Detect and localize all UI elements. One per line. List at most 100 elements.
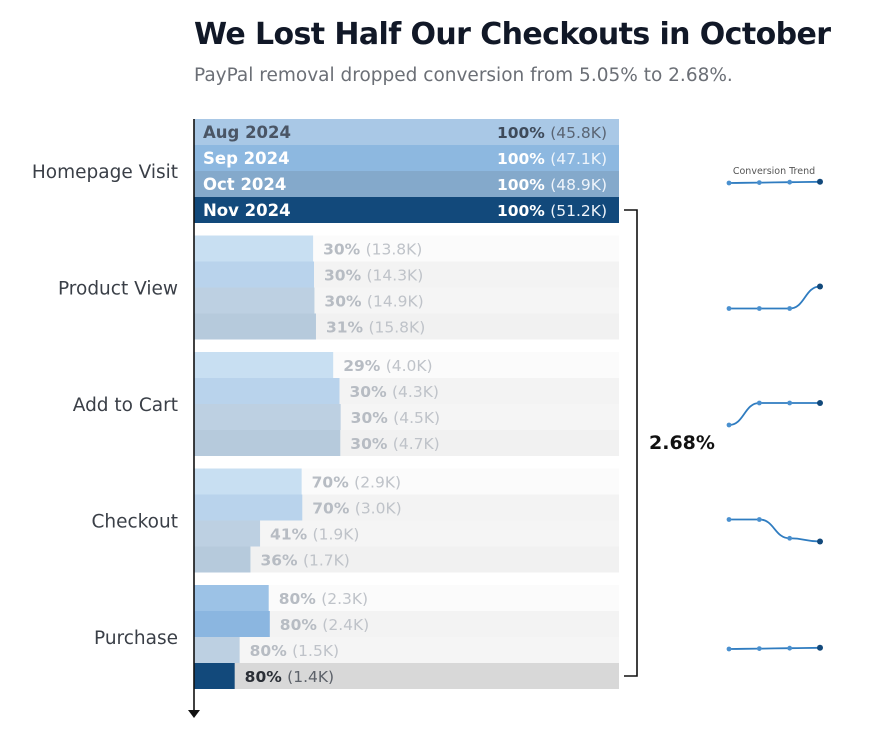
data-label-count: (4.3K) bbox=[392, 383, 439, 401]
axis-arrow bbox=[188, 710, 200, 718]
data-label-count: (1.4K) bbox=[287, 668, 334, 686]
data-label-pct: 80% bbox=[279, 590, 322, 608]
funnel-bar bbox=[194, 520, 261, 547]
data-label-pct: 30% bbox=[350, 383, 393, 401]
row-background bbox=[194, 637, 619, 663]
data-label-pct: 41% bbox=[270, 526, 313, 544]
stage-label: Checkout bbox=[91, 512, 178, 533]
stage-label: Product View bbox=[58, 279, 178, 300]
data-label-count: (48.9K) bbox=[550, 176, 607, 194]
data-label: 30% (4.7K) bbox=[350, 435, 439, 453]
sparkline-point bbox=[756, 306, 762, 311]
sparkline-purchase bbox=[728, 646, 821, 650]
data-label: 30% (14.3K) bbox=[324, 267, 423, 285]
stage-label: Add to Cart bbox=[73, 395, 178, 416]
sparkline-checkout bbox=[729, 518, 821, 543]
data-label-count: (1.5K) bbox=[292, 642, 339, 660]
funnel-bar bbox=[194, 352, 334, 378]
data-label-pct: 36% bbox=[260, 552, 303, 570]
sparkline-point bbox=[726, 646, 732, 652]
data-label-pct: 80% bbox=[280, 616, 323, 634]
data-label-pct: 30% bbox=[351, 409, 394, 427]
overall-conversion-label: 2.68% bbox=[649, 432, 715, 454]
data-label-pct: 80% bbox=[250, 642, 293, 660]
data-label-count: (1.9K) bbox=[313, 526, 360, 544]
data-label: 30% (14.9K) bbox=[324, 293, 423, 311]
data-label-count: (15.8K) bbox=[368, 319, 425, 337]
sparkline-point bbox=[817, 283, 823, 290]
sparkline-point bbox=[787, 306, 793, 311]
data-label-pct: 30% bbox=[324, 293, 367, 311]
data-label-count: (3.0K) bbox=[355, 500, 402, 518]
data-label-count: (1.7K) bbox=[303, 552, 350, 570]
funnel-bar bbox=[194, 611, 270, 637]
data-label-pct: 70% bbox=[312, 474, 355, 492]
sparkline-product-view bbox=[729, 285, 821, 310]
sparkline-point bbox=[756, 646, 762, 651]
sparkline-point bbox=[787, 400, 793, 406]
data-label: 29% (4.0K) bbox=[343, 357, 432, 375]
month-label: Nov 2024 bbox=[203, 201, 291, 220]
chart-subtitle: PayPal removal dropped conversion from 5… bbox=[194, 65, 733, 86]
sparkline-point bbox=[817, 538, 823, 545]
funnel-bar bbox=[194, 235, 314, 262]
funnel-bar bbox=[194, 637, 240, 663]
data-label-count: (2.9K) bbox=[354, 474, 401, 492]
sparkline-point bbox=[787, 179, 793, 185]
sparkline-point bbox=[726, 517, 732, 522]
data-label-count: (51.2K) bbox=[550, 202, 607, 220]
data-label-pct: 100% bbox=[497, 176, 550, 194]
sparkline-point bbox=[756, 400, 762, 406]
data-label-count: (14.9K) bbox=[367, 293, 424, 311]
data-label: 30% (13.8K) bbox=[323, 241, 422, 259]
sparkline-point bbox=[726, 306, 732, 311]
funnel-bar bbox=[194, 663, 235, 689]
data-label-count: (14.3K) bbox=[367, 267, 424, 285]
data-label: 30% (4.5K) bbox=[351, 409, 440, 427]
stage-label: Homepage Visit bbox=[32, 162, 178, 183]
sparkline-homepage-visit bbox=[728, 180, 821, 184]
data-label: 100% (47.1K) bbox=[497, 150, 607, 168]
sparkline-point bbox=[756, 517, 762, 522]
data-label: 80% (2.4K) bbox=[280, 616, 369, 634]
data-label-pct: 30% bbox=[323, 241, 366, 259]
funnel-bar bbox=[194, 430, 341, 456]
data-label: 100% (51.2K) bbox=[497, 202, 607, 220]
data-label: 80% (1.5K) bbox=[250, 642, 339, 660]
chart-title: We Lost Half Our Checkouts in October bbox=[194, 17, 831, 52]
funnel-bar bbox=[194, 261, 315, 288]
data-label: 31% (15.8K) bbox=[326, 319, 425, 337]
sparkline-point bbox=[817, 400, 823, 406]
row-background bbox=[194, 663, 619, 689]
data-label: 70% (3.0K) bbox=[312, 500, 401, 518]
data-label-count: (4.7K) bbox=[393, 435, 440, 453]
funnel-bar bbox=[194, 404, 341, 430]
funnel-bar bbox=[194, 171, 619, 197]
data-label-pct: 100% bbox=[497, 202, 550, 220]
data-label-count: (47.1K) bbox=[550, 150, 607, 168]
trend-title: Conversion Trend bbox=[733, 166, 815, 177]
sparkline-point bbox=[817, 178, 823, 185]
sparkline-point bbox=[756, 180, 762, 186]
sparkline-point bbox=[726, 180, 732, 186]
sparkline-point bbox=[787, 645, 793, 651]
month-label: Oct 2024 bbox=[203, 175, 286, 194]
data-label-pct: 100% bbox=[497, 124, 550, 142]
data-label-pct: 80% bbox=[245, 668, 288, 686]
data-label: 80% (2.3K) bbox=[279, 590, 368, 608]
sparkline-add-to-cart bbox=[728, 402, 820, 426]
row-background bbox=[194, 546, 619, 573]
funnel-bar bbox=[194, 378, 340, 404]
data-label-pct: 30% bbox=[350, 435, 393, 453]
data-label-count: (13.8K) bbox=[366, 241, 423, 259]
funnel-bar bbox=[194, 494, 303, 521]
funnel-bar bbox=[194, 546, 251, 573]
data-label-pct: 29% bbox=[343, 357, 386, 375]
funnel-bar bbox=[194, 287, 315, 314]
data-label-count: (2.3K) bbox=[321, 590, 368, 608]
data-label-count: (45.8K) bbox=[550, 124, 607, 142]
row-background bbox=[194, 520, 619, 547]
data-label-pct: 31% bbox=[326, 319, 369, 337]
data-label: 70% (2.9K) bbox=[312, 474, 401, 492]
